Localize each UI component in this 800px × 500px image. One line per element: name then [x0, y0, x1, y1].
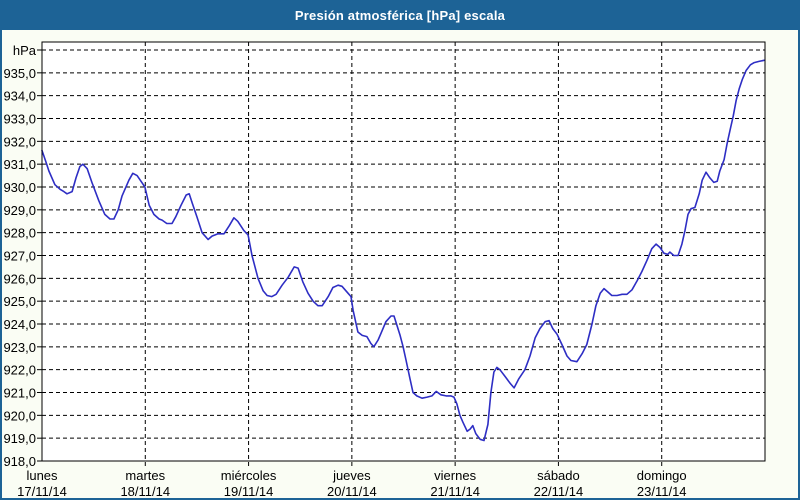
x-axis-date-label: 20/11/14 — [327, 484, 377, 498]
x-axis-day-label: lunes — [26, 468, 58, 483]
x-axis-day-label: domingo — [637, 468, 687, 483]
plot-border — [41, 41, 766, 462]
x-axis-date-label: 17/11/14 — [17, 484, 67, 498]
y-axis-tick-label: 922,0 — [3, 363, 36, 378]
y-axis-tick-label: 923,0 — [3, 340, 36, 355]
y-axis-tick-label: 932,0 — [3, 134, 36, 149]
y-axis-tick-label: 918,0 — [3, 454, 36, 469]
plot-area — [42, 42, 765, 461]
y-axis-tick-label: 930,0 — [3, 180, 36, 195]
y-axis-tick-label: 929,0 — [3, 203, 36, 218]
y-axis-tick-label: 920,0 — [3, 408, 36, 423]
y-axis-tick-label: 928,0 — [3, 226, 36, 241]
y-axis-tick-label: 933,0 — [3, 112, 36, 127]
y-axis-tick-label: 924,0 — [3, 317, 36, 332]
x-axis-date-label: 22/11/14 — [534, 484, 584, 498]
x-axis-date-label: 23/11/14 — [637, 484, 687, 498]
y-axis-tick-label: 921,0 — [3, 386, 36, 401]
y-axis-tick-label: 927,0 — [3, 249, 36, 264]
pressure-line — [41, 59, 765, 442]
x-axis-day-label: martes — [125, 468, 165, 483]
x-axis-date-label: 19/11/14 — [224, 484, 274, 498]
y-axis-tick-label: 934,0 — [3, 89, 36, 104]
chart-title: Presión atmosférica [hPa] escala — [294, 8, 506, 23]
x-axis-day-label: viernes — [434, 468, 476, 483]
x-axis-day-label: sábado — [537, 468, 580, 483]
y-axis-tick-label: 926,0 — [3, 271, 36, 286]
chart-title-bar: Presión atmosférica [hPa] escala — [2, 2, 798, 30]
x-axis-date-label: 21/11/14 — [430, 484, 480, 498]
x-axis-day-label: miércoles — [221, 468, 277, 483]
y-axis-unit-label: hPa — [13, 43, 37, 58]
y-axis-tick-label: 925,0 — [3, 294, 36, 309]
x-axis-day-label: jueves — [332, 468, 371, 483]
y-axis-tick-label: 919,0 — [3, 431, 36, 446]
y-axis-tick-label: 935,0 — [3, 66, 36, 81]
x-axis-date-label: 18/11/14 — [120, 484, 170, 498]
y-axis-tick-label: 931,0 — [3, 157, 36, 172]
